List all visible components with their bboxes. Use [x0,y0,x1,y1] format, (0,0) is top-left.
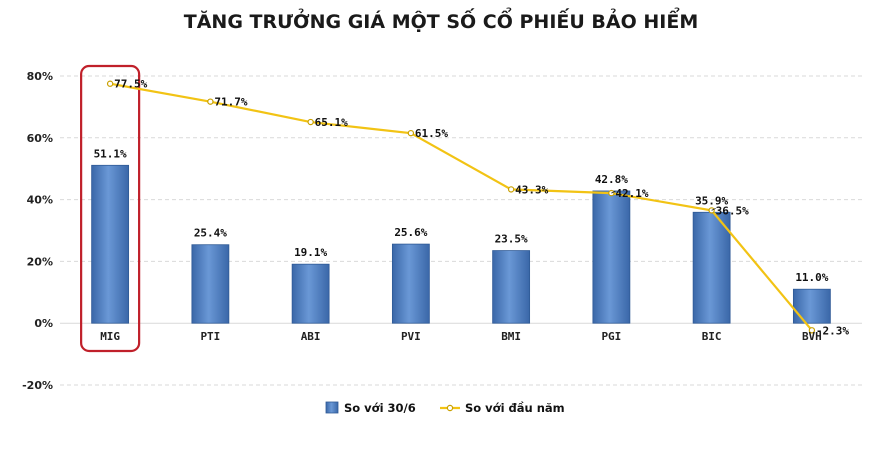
line-label-mig: 77.5% [114,78,147,91]
label-leader [711,208,716,211]
line-label-abi: 65.1% [315,116,348,129]
bar-label-pti: 25.4% [194,227,227,240]
y-tick-label: -20% [22,379,53,392]
label-leader [611,190,616,194]
legend-swatch-bar [325,401,339,414]
line-path [109,82,813,332]
line-label-bmi: 43.3% [515,183,548,196]
x-tick-label-bvh: BVH [802,330,822,343]
bar-label-bic: 35.9% [695,194,728,207]
y-axis: -20% 0% 20% 40% 60% 80% [22,70,53,392]
x-tick-label-abi: ABI [301,330,321,343]
line-label-pgi: 42.1% [615,187,648,200]
line-series [106,80,816,334]
x-tick-label-bic: BIC [702,330,722,343]
x-axis: MIG PTI ABI PVI BMI PGI BIC BVH [100,330,822,343]
bar-label-pgi: 42.8% [595,173,628,186]
bar-label-pvi: 25.6% [394,226,427,239]
bar-mig [91,164,130,324]
line-point-bvh [808,327,816,334]
bar-label-bmi: 23.5% [495,233,528,246]
y-tick-label: 60% [27,132,53,145]
bar-series [91,164,831,324]
line-point-pvi [407,129,415,137]
x-tick-label-bmi: BMI [501,330,521,343]
legend: So với 30/6 So với đầu năm [325,401,565,415]
bar-abi [291,263,330,324]
line-point-bmi [507,186,515,193]
legend-label-bar: So với 30/6 [344,401,416,415]
bar-data-labels: 51.1% 25.4% 19.1% 25.6% 23.5% 42.8% 35.9% 11.0% [94,147,829,284]
bar-pti [191,244,230,324]
x-tick-label-pgi: PGI [601,330,621,343]
chart-title: TĂNG TRƯỞNG GIÁ MỘT SỐ CỔ PHIẾU BẢO HIỂM [184,6,698,33]
bar-pvi [391,243,430,324]
bar-pgi [592,190,631,324]
bar-bic [692,211,731,324]
line-label-bic: 36.5% [716,204,749,217]
bar-label-abi: 19.1% [294,246,327,259]
bar-bmi [492,250,531,324]
line-label-bvh: -2.3% [816,324,849,337]
y-tick-label: 20% [27,255,53,268]
x-tick-label-pvi: PVI [401,330,421,343]
bar-bvh [792,288,831,324]
line-label-pti: 71.7% [214,96,247,109]
highlight-rect [80,64,141,353]
line-point-pti [207,98,214,105]
legend-swatch-marker [446,404,454,412]
x-tick-label-pti: PTI [200,330,220,343]
highlight-box [80,64,141,353]
line-point-abi [307,118,314,126]
bar-label-mig: 51.1% [94,147,127,160]
y-tick-label: 0% [34,317,53,330]
legend-label-line: So với đầu năm [465,401,565,415]
y-tick-label: 80% [27,70,53,83]
y-tick-label: 40% [27,194,53,207]
bar-label-bvh: 11.0% [795,271,828,284]
line-data-labels: 77.5% 71.7% 65.1% 61.5% 43.3% 42.1% 36.5% -2.3% [114,78,849,338]
line-label-pvi: 61.5% [415,127,448,140]
line-point-mig [106,80,114,87]
x-tick-label-mig: MIG [100,330,120,343]
